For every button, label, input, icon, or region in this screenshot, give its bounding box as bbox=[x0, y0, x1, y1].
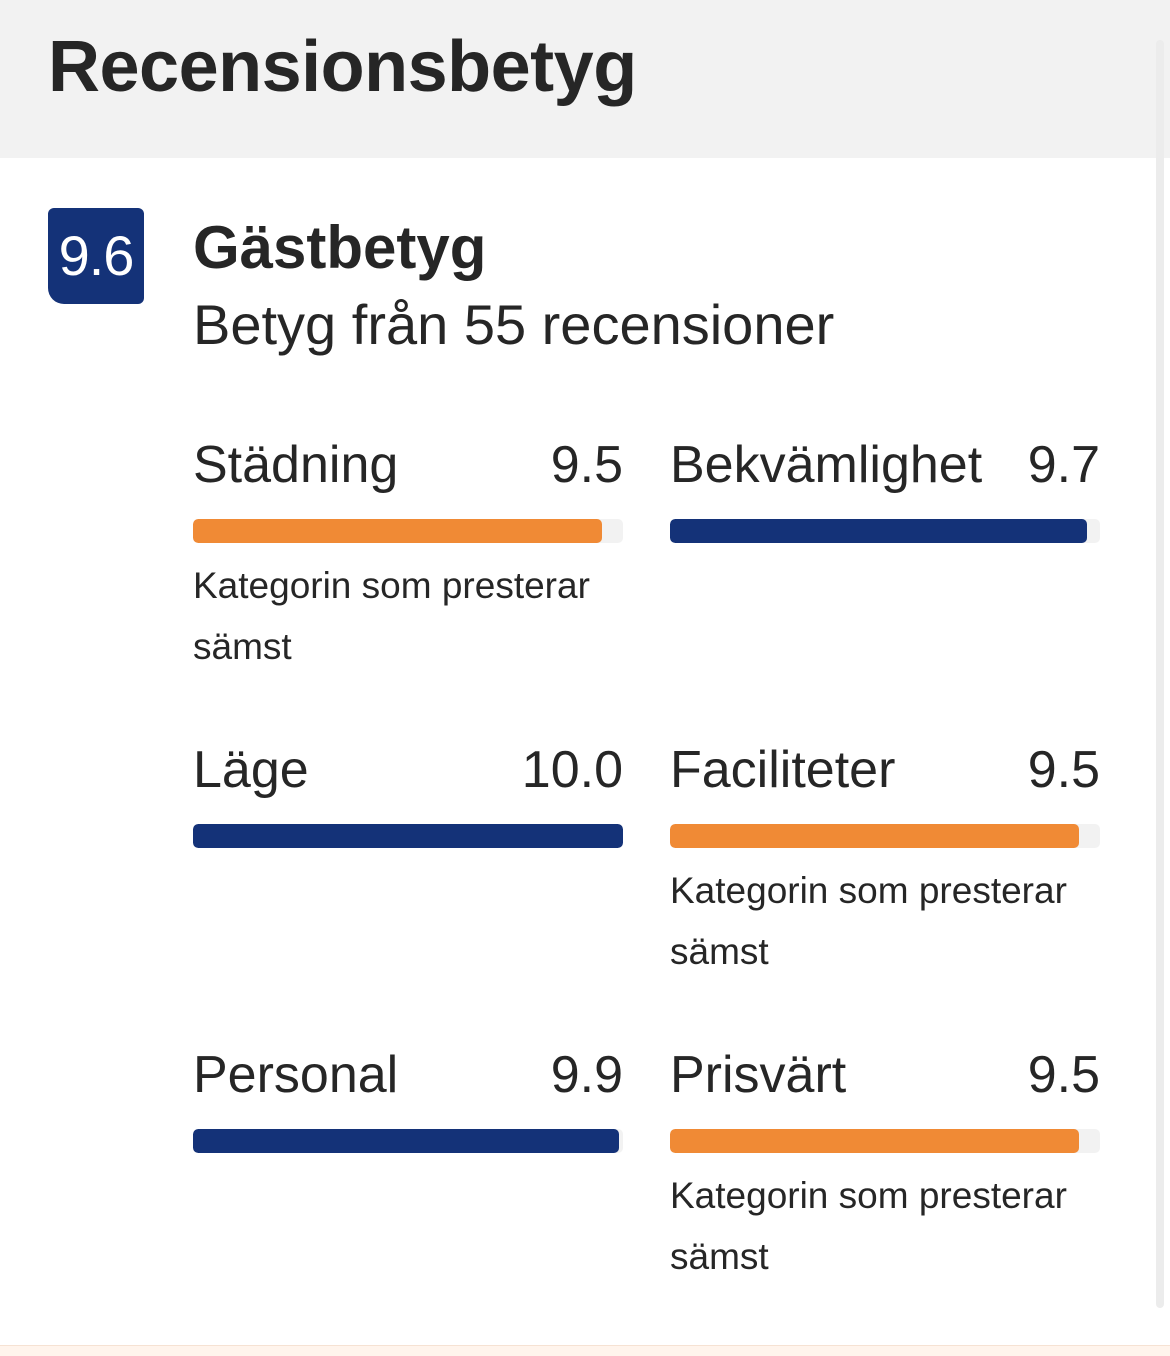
category-name: Personal bbox=[193, 1046, 399, 1104]
score-bar bbox=[193, 519, 623, 543]
score-bar-fill bbox=[670, 1129, 1079, 1153]
category-score: 9.7 bbox=[1027, 436, 1100, 494]
category-name: Läge bbox=[193, 741, 309, 799]
category-score: 9.9 bbox=[550, 1046, 623, 1104]
category-score: 9.5 bbox=[550, 436, 623, 494]
category-score: 9.5 bbox=[1027, 741, 1100, 799]
score-bar-fill bbox=[670, 824, 1079, 848]
score-bar-fill bbox=[193, 1129, 619, 1153]
category-score: 10.0 bbox=[521, 741, 623, 799]
overall-score-badge: 9.6 bbox=[48, 208, 144, 304]
score-bar bbox=[670, 824, 1100, 848]
category-name: Bekvämlighet bbox=[670, 436, 983, 494]
score-bar-fill bbox=[193, 519, 602, 543]
lowest-category-note: Kategorin som presterar sämst bbox=[193, 565, 590, 667]
category-name: Prisvärt bbox=[670, 1046, 847, 1104]
score-bar bbox=[670, 519, 1100, 543]
category-score: 9.5 bbox=[1027, 1046, 1100, 1104]
score-bar-fill bbox=[670, 519, 1088, 543]
guest-rating-title: Gästbetyg bbox=[193, 214, 487, 281]
section-header: Recensionsbetyg bbox=[0, 0, 1170, 158]
score-bar-fill bbox=[193, 824, 623, 848]
lowest-category-note: Kategorin som presterar sämst bbox=[670, 870, 1067, 972]
score-bar bbox=[193, 1129, 623, 1153]
score-bar bbox=[670, 1129, 1100, 1153]
section-title: Recensionsbetyg bbox=[48, 27, 637, 107]
lowest-category-note: Kategorin som presterar sämst bbox=[670, 1175, 1067, 1277]
category-name: Städning bbox=[193, 436, 399, 494]
score-bar bbox=[193, 824, 623, 848]
scrollbar[interactable] bbox=[1156, 40, 1164, 1308]
review-count-subtitle: Betyg från 55 recensioner bbox=[193, 293, 835, 356]
category-name: Faciliteter bbox=[670, 741, 896, 799]
next-section-edge bbox=[0, 1345, 1170, 1356]
